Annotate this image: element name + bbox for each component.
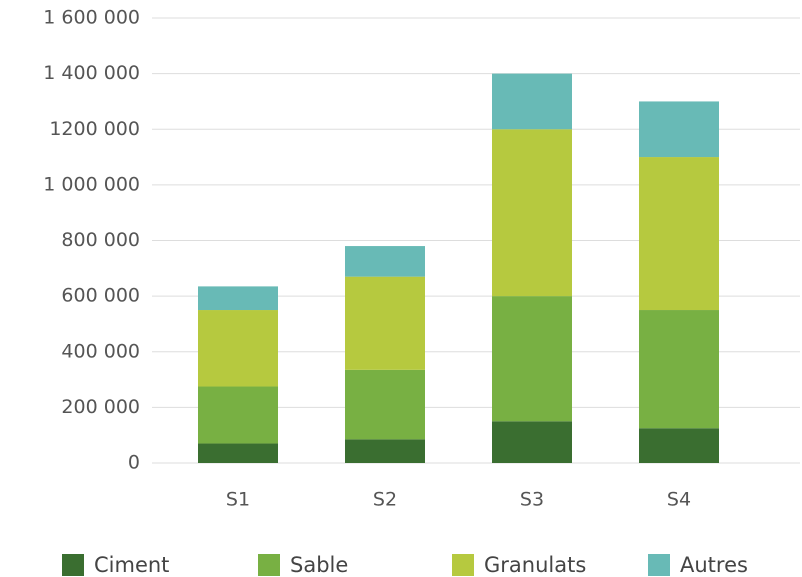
bar-segment bbox=[492, 73, 572, 130]
bar-segment bbox=[345, 246, 425, 277]
bar-segment bbox=[198, 286, 278, 311]
y-tick-label: 600 000 bbox=[61, 285, 140, 307]
bar-segment bbox=[639, 428, 719, 463]
y-tick-label: 1 600 000 bbox=[43, 7, 140, 29]
bar-segment bbox=[492, 296, 572, 422]
x-tick-label: S1 bbox=[226, 489, 250, 511]
bar-segment bbox=[492, 129, 572, 297]
y-tick-label: 400 000 bbox=[61, 340, 140, 362]
bar-segment bbox=[198, 443, 278, 463]
y-tick-label: 0 bbox=[128, 452, 140, 474]
legend-label: Sable bbox=[290, 553, 348, 577]
y-tick-label: 800 000 bbox=[61, 229, 140, 251]
legend-label: Autres bbox=[680, 553, 748, 577]
legend-label: Granulats bbox=[484, 553, 586, 577]
bar-segment bbox=[198, 386, 278, 444]
bar-segment bbox=[345, 369, 425, 440]
bar-segment bbox=[345, 276, 425, 370]
bar-segment bbox=[639, 157, 719, 311]
y-tick-label: 1200 000 bbox=[49, 118, 140, 140]
x-tick-label: S3 bbox=[520, 489, 544, 511]
bar-segment bbox=[198, 310, 278, 387]
y-tick-label: 200 000 bbox=[61, 396, 140, 418]
legend-swatch bbox=[452, 554, 474, 576]
legend-swatch bbox=[258, 554, 280, 576]
bar-segment bbox=[345, 439, 425, 463]
legend-label: Ciment bbox=[94, 553, 169, 577]
x-tick-label: S4 bbox=[667, 489, 691, 511]
x-tick-label: S2 bbox=[373, 489, 397, 511]
bar-segment bbox=[639, 101, 719, 158]
y-tick-label: 1 400 000 bbox=[43, 62, 140, 84]
legend-swatch bbox=[648, 554, 670, 576]
bar-segment bbox=[492, 421, 572, 463]
y-tick-label: 1 000 000 bbox=[43, 173, 140, 195]
legend-swatch bbox=[62, 554, 84, 576]
bar-segment bbox=[639, 310, 719, 429]
